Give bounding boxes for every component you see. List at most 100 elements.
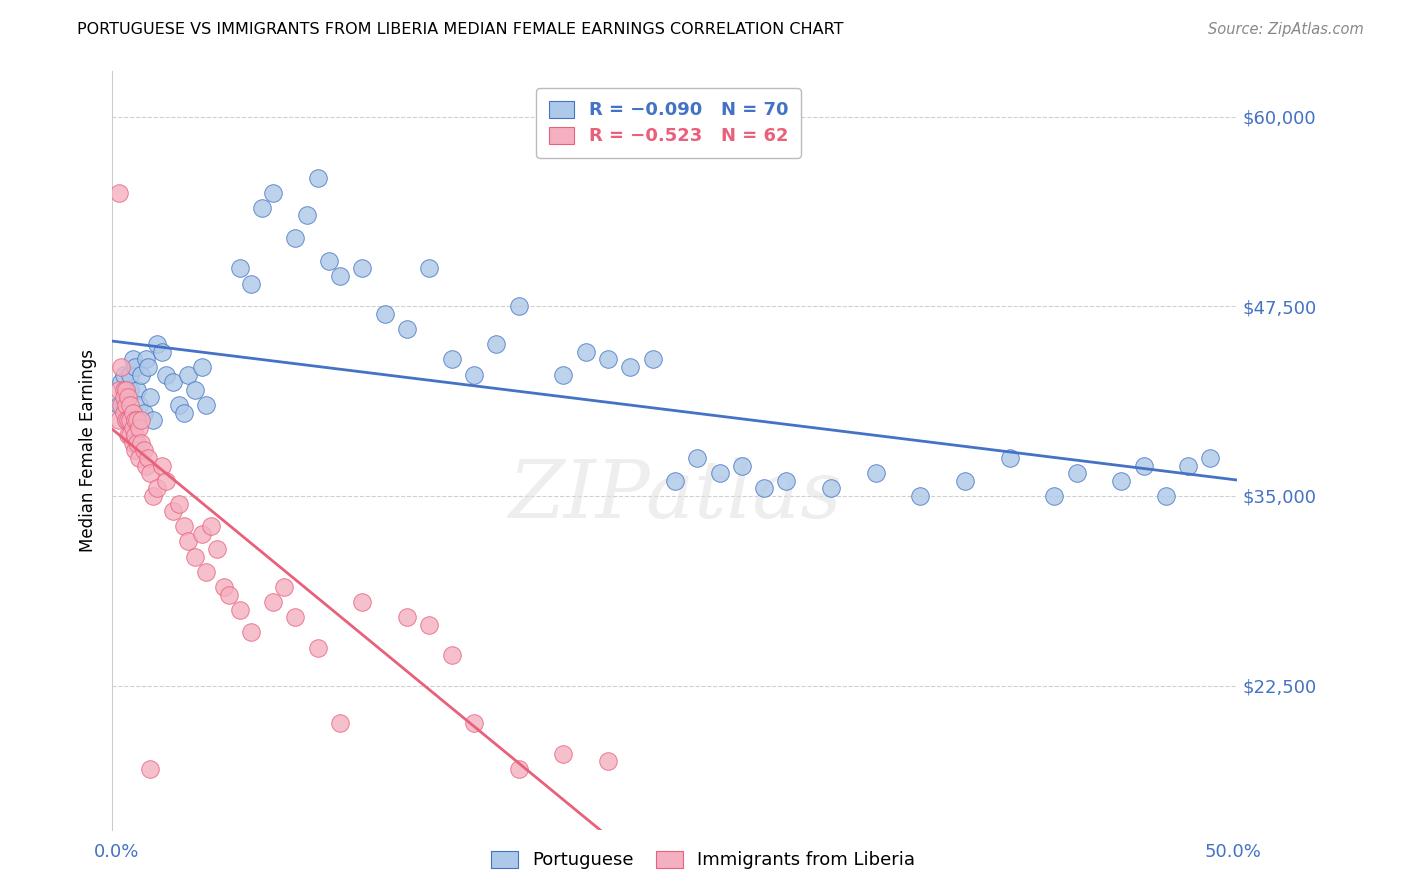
Point xyxy=(115,398,138,412)
Point xyxy=(553,747,575,761)
Point xyxy=(352,261,374,276)
Point xyxy=(485,337,508,351)
Point xyxy=(664,474,686,488)
Point xyxy=(1132,458,1154,473)
Point xyxy=(112,368,135,382)
Point xyxy=(418,617,440,632)
Point xyxy=(150,458,173,473)
Point xyxy=(173,519,195,533)
Point xyxy=(155,474,177,488)
Point xyxy=(139,762,162,776)
Point xyxy=(125,383,148,397)
Point xyxy=(195,398,218,412)
Point xyxy=(910,489,932,503)
Point xyxy=(177,534,200,549)
Point xyxy=(121,421,143,435)
Point xyxy=(307,640,329,655)
Point xyxy=(108,398,131,412)
Point xyxy=(619,359,641,375)
Point xyxy=(136,359,159,375)
Point xyxy=(329,269,352,284)
Point xyxy=(120,383,142,397)
Point xyxy=(124,443,146,458)
Point xyxy=(352,595,374,609)
Point xyxy=(195,565,218,579)
Point xyxy=(131,413,153,427)
Point xyxy=(596,352,619,367)
Point xyxy=(125,413,148,427)
Point xyxy=(262,186,284,200)
Point xyxy=(108,186,131,200)
Point xyxy=(295,208,318,222)
Y-axis label: Median Female Earnings: Median Female Earnings xyxy=(79,349,97,552)
Point xyxy=(508,300,530,314)
Point xyxy=(110,398,132,412)
Text: ZIPatlas: ZIPatlas xyxy=(508,458,842,534)
Point xyxy=(184,383,207,397)
Point xyxy=(329,716,352,731)
Point xyxy=(218,588,240,602)
Point xyxy=(752,481,775,495)
Point xyxy=(463,716,485,731)
Point xyxy=(146,337,169,351)
Point xyxy=(142,489,165,503)
Point xyxy=(553,368,575,382)
Text: 0.0%: 0.0% xyxy=(94,843,139,861)
Point xyxy=(128,421,150,435)
Point xyxy=(953,474,976,488)
Point xyxy=(115,413,138,427)
Point xyxy=(173,405,195,420)
Point xyxy=(865,466,887,480)
Point xyxy=(112,383,135,397)
Point xyxy=(135,352,157,367)
Point xyxy=(146,481,169,495)
Text: Source: ZipAtlas.com: Source: ZipAtlas.com xyxy=(1208,22,1364,37)
Point xyxy=(184,549,207,564)
Point xyxy=(120,413,142,427)
Point xyxy=(284,231,307,245)
Point xyxy=(115,383,138,397)
Point xyxy=(318,253,340,268)
Point xyxy=(115,383,138,397)
Point xyxy=(284,610,307,624)
Point xyxy=(641,352,664,367)
Point xyxy=(440,352,463,367)
Point xyxy=(108,413,131,427)
Point xyxy=(135,458,157,473)
Point xyxy=(463,368,485,382)
Point xyxy=(1199,450,1222,466)
Point xyxy=(136,450,159,466)
Point xyxy=(120,368,142,382)
Point xyxy=(131,368,153,382)
Point xyxy=(374,307,396,321)
Point xyxy=(108,383,131,397)
Point xyxy=(396,610,419,624)
Point xyxy=(1154,489,1177,503)
Point xyxy=(117,391,139,405)
Point xyxy=(121,405,143,420)
Point xyxy=(396,322,419,336)
Point xyxy=(775,474,797,488)
Point xyxy=(228,261,250,276)
Point xyxy=(162,375,184,389)
Point xyxy=(150,344,173,359)
Point xyxy=(1066,466,1088,480)
Point xyxy=(128,450,150,466)
Point xyxy=(112,391,135,405)
Point xyxy=(709,466,731,480)
Point xyxy=(1043,489,1066,503)
Point xyxy=(596,755,619,769)
Point xyxy=(440,648,463,662)
Point xyxy=(117,413,139,427)
Point xyxy=(998,450,1021,466)
Point xyxy=(121,435,143,450)
Point xyxy=(820,481,842,495)
Point xyxy=(112,405,135,420)
Legend: R = −0.090   N = 70, R = −0.523   N = 62: R = −0.090 N = 70, R = −0.523 N = 62 xyxy=(536,88,801,158)
Text: 50.0%: 50.0% xyxy=(1205,843,1261,861)
Point xyxy=(190,359,212,375)
Legend: Portuguese, Immigrants from Liberia: Portuguese, Immigrants from Liberia xyxy=(482,842,924,879)
Point xyxy=(132,405,155,420)
Point xyxy=(207,541,229,557)
Point xyxy=(120,398,142,412)
